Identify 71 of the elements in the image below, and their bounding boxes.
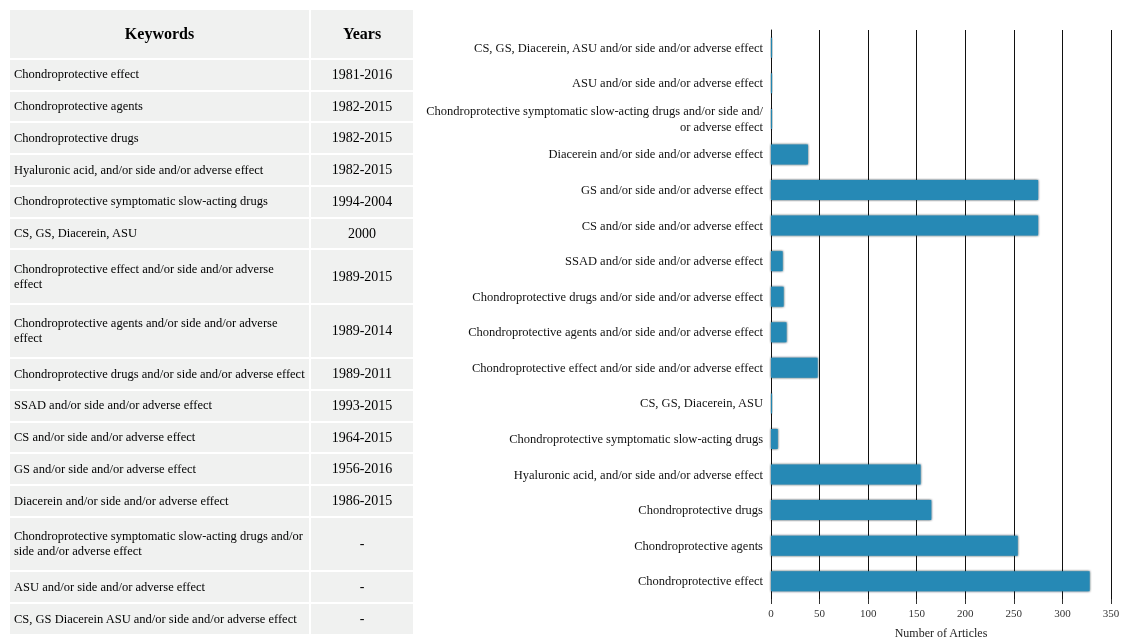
x-tick-label: 0 (768, 606, 775, 619)
text: Diacerein and/or side and/or adverse effect (9, 485, 310, 517)
text: - (310, 571, 414, 604)
text: 1964-2015 (310, 421, 414, 454)
x-tick-label: 250 (1005, 606, 1023, 619)
text: CS, GS Diacerein ASU and/or side and/or adverse effect (9, 603, 310, 635)
text: Chondroprotective agents and/or side and/or adverse effect (9, 303, 310, 359)
y-tick-label: Chondroprotective symptomatic slow-acting drugs (509, 431, 764, 446)
x-tick-label: 100 (859, 606, 877, 619)
x-tick-label: 50 (814, 606, 826, 619)
x-tick-label: 300 (1054, 606, 1072, 619)
text: Chondroprotective symptomatic slow-acting drugs (9, 185, 310, 218)
text: - (310, 516, 414, 572)
text: 1989-2015 (310, 249, 414, 304)
y-tick-label: CS, GS, Diacerein, ASU (640, 396, 763, 411)
text: 1986-2015 (310, 485, 414, 517)
y-tick-label: CS, GS, Diacerein, ASU and/or side and/or adverse effect (474, 40, 764, 55)
text: Chondroprotective effect and/or side and/or adverse effect (9, 249, 310, 304)
text: 1993-2015 (310, 389, 414, 422)
y-tick-label: Chondroprotective agents and/or side and/or adverse effect (468, 325, 764, 340)
text: 1982-2015 (310, 122, 414, 155)
text: GS and/or side and/or adverse effect (9, 453, 310, 486)
text: Years (310, 9, 414, 59)
text: CS, GS, Diacerein, ASU (9, 217, 310, 250)
bar (771, 428, 778, 449)
text: 1956-2016 (310, 453, 414, 486)
bar (771, 322, 787, 343)
y-tick-label: Chondroprotective effect and/or side and/or adverse effect (471, 360, 764, 375)
y-tick-label: Chondroprotective symptomatic slow-acting drugs and/or side and/or adverse effect (426, 103, 764, 134)
text: Chondroprotective drugs (9, 122, 310, 155)
text: 1982-2015 (310, 90, 414, 123)
text: - (310, 603, 414, 635)
y-tick-label: SSAD and/or side and/or adverse effect (565, 254, 764, 269)
text: 1994-2004 (310, 185, 414, 218)
bar (771, 215, 1039, 236)
bar (771, 571, 1090, 592)
x-tick-label: 350 (1102, 606, 1120, 619)
bar (771, 286, 784, 307)
y-tick-label: CS and/or side and/or adverse effect (581, 218, 764, 233)
text: Chondroprotective symptomatic slow-acting drugs and/or side and/or adverse effect (9, 516, 310, 572)
text: 1989-2011 (310, 358, 414, 390)
text: Keywords (9, 9, 310, 59)
y-tick-label: Diacerein and/or side and/or adverse effect (548, 147, 764, 162)
text: Chondroprotective drugs and/or side and/or adverse effect (9, 358, 310, 390)
x-tick-label: 200 (957, 606, 975, 619)
y-tick-label: Chondroprotective drugs (638, 503, 764, 518)
bar (771, 144, 808, 165)
text: Chondroprotective effect (9, 59, 310, 91)
text: 2000 (310, 217, 414, 250)
bar (771, 251, 783, 272)
y-tick-label: Chondroprotective effect (637, 574, 764, 589)
text: CS and/or side and/or adverse effect (9, 421, 310, 454)
x-axis-title: Number of Articles (894, 626, 988, 640)
text: Hyaluronic acid, and/or side and/or adverse effect (9, 154, 310, 186)
x-tick-label: 150 (908, 606, 926, 619)
y-tick-label: Chondroprotective drugs and/or side and/or adverse effect (472, 289, 764, 304)
text: ASU and/or side and/or adverse effect (9, 571, 310, 604)
y-tick-label: Hyaluronic acid, and/or side and/or adverse effect (513, 467, 764, 482)
bar (771, 464, 921, 485)
text: SSAD and/or side and/or adverse effect (9, 389, 310, 422)
bar (771, 500, 932, 521)
text: 1982-2015 (310, 154, 414, 186)
y-tick-label: ASU and/or side and/or adverse effect (571, 76, 764, 91)
bar (771, 180, 1039, 201)
text: 1989-2014 (310, 303, 414, 359)
text: Chondroprotective agents (9, 90, 310, 123)
y-tick-label: GS and/or side and/or adverse effect (581, 183, 764, 198)
bar (771, 357, 818, 378)
y-tick-label: Chondroprotective agents (634, 538, 764, 553)
bar (771, 535, 1018, 556)
text: 1981-2016 (310, 59, 414, 91)
